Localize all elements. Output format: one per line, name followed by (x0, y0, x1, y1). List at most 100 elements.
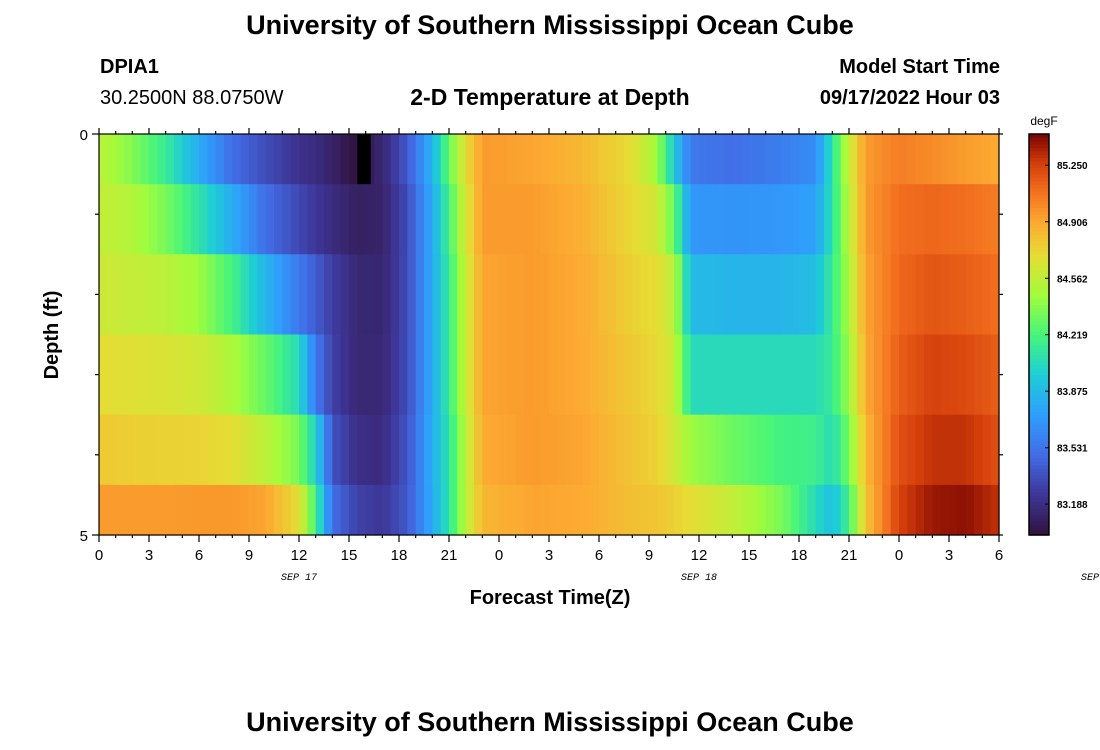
colorbar-swatch (1029, 484, 1049, 489)
heatmap-cell (907, 254, 917, 336)
colorbar-swatch (1029, 414, 1049, 419)
heatmap-cell (415, 254, 425, 336)
heatmap-cell (665, 484, 675, 536)
heatmap-cell (582, 134, 592, 185)
heatmap-cell (174, 184, 183, 255)
heatmap-cell (682, 414, 692, 486)
heatmap-cell (682, 184, 692, 255)
colorbar-swatch (1029, 464, 1049, 469)
colorbar-swatch (1029, 144, 1049, 148)
heatmap-cell (524, 134, 533, 185)
heatmap-cell (582, 184, 592, 255)
colorbar-swatch (1029, 327, 1049, 332)
heatmap-cell (232, 134, 242, 185)
heatmap-cell (632, 484, 642, 536)
x-tick-label: 6 (195, 547, 203, 564)
heatmap-cell (757, 184, 767, 255)
heatmap-cell (832, 184, 842, 255)
colorbar-unit-label: degF (1030, 114, 1057, 128)
heatmap-cell (207, 254, 217, 336)
heatmap-cell (415, 484, 425, 536)
colorbar-swatch (1029, 220, 1049, 225)
heatmap-cell (457, 414, 467, 486)
colorbar-swatch (1029, 424, 1049, 429)
heatmap-cell (165, 484, 175, 536)
colorbar-swatch (1029, 264, 1049, 269)
heatmap-cell (990, 484, 1000, 536)
heatmap-cell (165, 184, 175, 255)
heatmap-cells (99, 134, 1000, 536)
colorbar-swatch (1029, 478, 1049, 483)
heatmap-cell (457, 484, 467, 536)
heatmap-cell (349, 134, 358, 185)
heatmap-cell (740, 184, 750, 255)
heatmap-cell (499, 254, 508, 336)
heatmap-cell (482, 334, 492, 416)
heatmap-cell (365, 254, 375, 336)
heatmap-cell (140, 254, 150, 336)
colorbar-swatch (1029, 381, 1049, 386)
missing-data-cell (357, 134, 371, 185)
heatmap-cell (407, 254, 417, 336)
heatmap-cell (549, 134, 558, 185)
heatmap-cell (107, 184, 117, 255)
heatmap-cell (390, 184, 400, 255)
heatmap-cell (482, 484, 492, 536)
heatmap-cell (740, 254, 750, 336)
colorbar-swatch (1029, 394, 1049, 399)
colorbar-swatch (1029, 491, 1049, 496)
heatmap-cell (932, 334, 942, 416)
heatmap-cell (590, 254, 600, 336)
heatmap-cell (799, 484, 808, 536)
heatmap-cell (715, 184, 725, 255)
heatmap-cell (507, 184, 517, 255)
heatmap-cell (565, 134, 575, 185)
heatmap-cell (674, 254, 683, 336)
heatmap-cell (140, 484, 150, 536)
heatmap-cell (265, 334, 275, 416)
heatmap-cell (365, 184, 375, 255)
heatmap-cell (507, 334, 517, 416)
heatmap-cell (290, 134, 300, 185)
heatmap-cell (565, 484, 575, 536)
heatmap-cell (982, 184, 992, 255)
heatmap-cell (399, 484, 408, 536)
heatmap-cell (807, 184, 817, 255)
colorbar-tick-label: 83.188 (1057, 500, 1088, 511)
heatmap-cell (115, 334, 125, 416)
heatmap-cell (382, 184, 392, 255)
x-tick-label: 18 (791, 547, 808, 564)
heatmap-cell (932, 134, 942, 185)
colorbar-swatch (1029, 454, 1049, 459)
heatmap-cell (690, 414, 700, 486)
heatmap-cell (615, 254, 625, 336)
heatmap-cell (540, 254, 550, 336)
heatmap-cell (549, 184, 558, 255)
colorbar-swatch (1029, 377, 1049, 382)
heatmap-cell (399, 254, 408, 336)
heatmap-cell (265, 414, 275, 486)
colorbar-swatch (1029, 297, 1049, 302)
heatmap-cell (940, 254, 950, 336)
heatmap-cell (140, 414, 150, 486)
heatmap-cell (124, 184, 133, 255)
heatmap-cell (165, 254, 175, 336)
colorbar-swatch (1029, 508, 1049, 513)
heatmap-cell (382, 414, 392, 486)
heatmap-cell (432, 334, 442, 416)
colorbar-swatch (1029, 284, 1049, 289)
colorbar-swatch (1029, 518, 1049, 523)
colorbar-tick-label: 84.219 (1057, 331, 1088, 342)
heatmap-cell (540, 414, 550, 486)
heatmap-cell (615, 484, 625, 536)
heatmap-cell (832, 254, 842, 336)
chart-main-title-repeat: University of Southern Mississippi Ocean… (246, 707, 854, 737)
heatmap-cell (274, 484, 283, 536)
heatmap-cell (199, 254, 208, 336)
heatmap-cell (149, 254, 158, 336)
heatmap-cell (682, 134, 692, 185)
heatmap-cell (474, 254, 483, 336)
heatmap-cell (399, 134, 408, 185)
heatmap-cell (182, 254, 192, 336)
x-tick-label: 21 (441, 547, 458, 564)
